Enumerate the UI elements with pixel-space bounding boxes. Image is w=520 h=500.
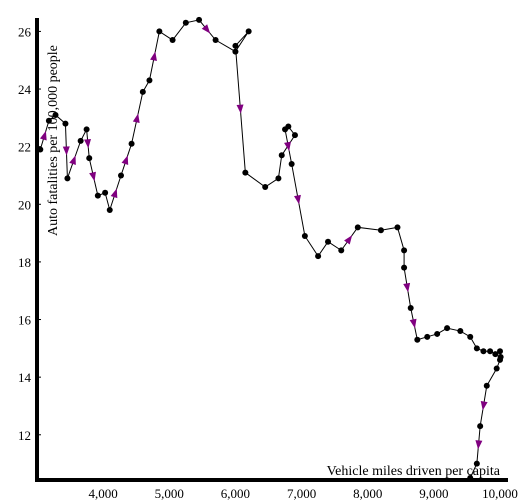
data-point [424,334,430,340]
data-point [497,348,503,354]
data-point [262,184,268,190]
data-point [146,77,152,83]
data-point [275,175,281,181]
data-point [457,328,463,334]
data-point [282,126,288,132]
data-point [467,334,473,340]
data-point [444,325,450,331]
data-point [414,337,420,343]
data-point [140,89,146,95]
data-point [497,357,503,363]
data-point [156,28,162,34]
data-point [232,49,238,55]
data-point [394,224,400,230]
data-point [401,265,407,271]
data-point [242,170,248,176]
data-point [474,345,480,351]
data-point [170,37,176,43]
y-tick-label: 18 [18,255,31,270]
x-tick-label: 8,000 [353,486,382,500]
y-tick-label: 12 [18,428,31,443]
data-point [62,121,68,127]
data-point [484,383,490,389]
y-tick-label: 24 [18,82,32,97]
data-point [37,147,43,153]
x-tick-label: 6,000 [221,486,250,500]
data-point [95,193,101,199]
data-point [246,28,252,34]
data-point [477,423,483,429]
data-point [487,348,493,354]
y-tick-label: 26 [18,24,32,39]
data-point [434,331,440,337]
data-point [213,37,219,43]
x-tick-label: 4,000 [89,486,118,500]
data-point [86,155,92,161]
y-axis-title: Auto fatalities per 100,000 people [46,45,61,236]
data-point [129,141,135,147]
data-point [78,138,84,144]
data-point [183,20,189,26]
data-point [279,152,285,158]
data-point [302,233,308,239]
data-point [325,239,331,245]
data-point [84,126,90,132]
data-point [107,207,113,213]
data-point [401,247,407,253]
y-tick-label: 14 [18,370,32,385]
data-point [118,172,124,178]
data-point [292,132,298,138]
y-tick-label: 22 [18,140,31,155]
data-point [102,190,108,196]
data-point [494,366,500,372]
y-tick-label: 20 [18,197,31,212]
x-axis-title: Vehicle miles driven per capita [327,464,501,479]
data-point [232,43,238,49]
data-point [355,224,361,230]
data-point [64,175,70,181]
data-point [315,253,321,259]
x-tick-label: 5,000 [155,486,184,500]
data-point [480,348,486,354]
data-point [338,247,344,253]
y-tick-label: 16 [18,313,32,328]
x-tick-label: 10,000 [482,486,518,500]
data-point [196,17,202,23]
data-point [408,305,414,311]
x-tick-label: 7,000 [287,486,316,500]
data-point [378,227,384,233]
x-tick-label: 9,000 [419,486,448,500]
data-point [289,161,295,167]
